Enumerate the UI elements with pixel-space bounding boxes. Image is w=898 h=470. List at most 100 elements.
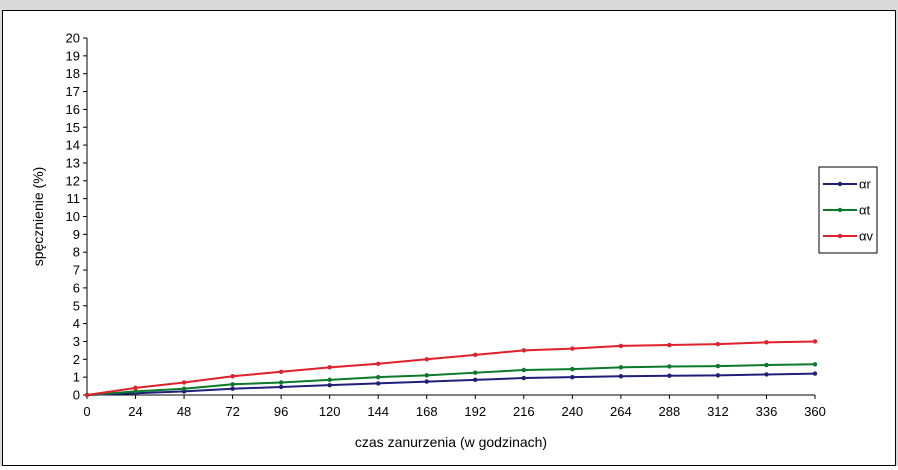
y-tick-label: 11 [67, 191, 81, 206]
x-tick-label: 48 [177, 404, 191, 419]
data-point [764, 362, 769, 368]
series-layer [84, 339, 818, 398]
data-point [278, 380, 284, 385]
legend-label: αt [859, 203, 871, 218]
data-point [133, 389, 138, 394]
data-point [715, 341, 721, 347]
data-point [667, 373, 672, 378]
data-point [667, 364, 672, 369]
data-point [181, 386, 187, 391]
data-point [521, 348, 526, 353]
legend-item: αr [823, 177, 872, 192]
data-point [473, 377, 478, 383]
data-point [181, 380, 187, 385]
y-tick-label: 0 [73, 388, 80, 403]
y-axis-title: spęcznienie (%) [30, 167, 46, 267]
data-point [570, 366, 575, 372]
y-tick-label: 17 [66, 84, 80, 99]
x-tick-label: 192 [464, 404, 486, 419]
data-point [570, 374, 575, 380]
y-tick-label: 18 [66, 66, 80, 81]
data-point [424, 379, 429, 384]
legend: αr αt αv [818, 166, 878, 254]
x-tick-label: 360 [804, 404, 826, 419]
y-tick-label: 4 [73, 316, 80, 331]
x-tick-label: 72 [225, 404, 239, 419]
x-tick-label: 336 [756, 404, 778, 419]
data-point [618, 374, 624, 379]
x-tick-label: 240 [561, 404, 583, 419]
data-point [473, 352, 478, 358]
data-point [84, 392, 90, 398]
y-tick-label: 8 [73, 245, 80, 260]
data-point [230, 374, 235, 379]
x-tick-label: 96 [274, 404, 288, 419]
data-point [521, 367, 526, 373]
y-tick-label: 12 [66, 173, 80, 188]
x-tick-label: 216 [513, 404, 535, 419]
series-line [86, 340, 816, 396]
data-point [327, 377, 332, 383]
x-tick-label: 120 [319, 404, 341, 419]
data-point [424, 357, 429, 362]
y-tick-label: 10 [66, 209, 80, 224]
legend-item: αt [823, 203, 871, 218]
data-point [764, 372, 769, 377]
x-tick-label: 168 [416, 404, 438, 419]
series-line [86, 372, 816, 396]
data-point [618, 365, 624, 370]
legend-marker [837, 181, 843, 187]
legend-marker [837, 233, 843, 239]
series-3 [84, 339, 818, 398]
x-tick-label: 0 [83, 404, 90, 419]
data-point [278, 369, 284, 374]
data-point [618, 343, 624, 349]
y-tick-label: 14 [66, 138, 80, 153]
data-point [230, 382, 235, 387]
data-point [812, 339, 818, 344]
data-point [521, 375, 526, 381]
data-point [278, 384, 284, 390]
series-line [86, 363, 816, 396]
series-1 [84, 371, 818, 398]
y-tick-label: 15 [66, 120, 80, 135]
y-tick-label: 6 [73, 280, 80, 295]
y-tick-label: 20 [66, 31, 80, 46]
y-tick-label: 5 [73, 298, 80, 313]
data-point [764, 340, 769, 345]
legend-label: αr [859, 177, 872, 192]
y-tick-label: 19 [66, 48, 80, 63]
data-point [812, 371, 818, 376]
data-point [230, 386, 235, 391]
y-tick-label: 1 [73, 370, 80, 385]
series-2 [84, 362, 818, 398]
data-point [715, 363, 721, 369]
x-axis-title: czas zanurzenia (w godzinach) [355, 434, 547, 450]
data-point [376, 374, 381, 380]
data-point [376, 381, 381, 386]
data-point [812, 362, 818, 367]
data-point [715, 373, 721, 378]
data-point [133, 385, 138, 391]
legend-marker [837, 207, 843, 213]
data-point [570, 346, 575, 351]
y-tick-label: 16 [66, 102, 80, 117]
legend-label: αv [859, 229, 874, 244]
y-tick-label: 13 [66, 155, 80, 170]
chart-area: 0 1 2 3 4 5 6 7 8 9 10 11 12 13 14 15 16 17 18 19 20 0 24 48 72 9… [2, 10, 896, 466]
data-point [424, 373, 429, 378]
data-point [473, 370, 478, 375]
x-tick-label: 288 [659, 404, 681, 419]
y-tick-label: 3 [73, 334, 80, 349]
data-point [327, 365, 332, 370]
x-tick-label: 144 [367, 404, 389, 419]
legend-item: αv [823, 229, 874, 244]
y-tick-label: 7 [73, 263, 80, 278]
data-point [327, 382, 332, 388]
y-tick-label: 9 [73, 227, 80, 242]
x-tick-label: 264 [610, 404, 632, 419]
x-tick-label: 312 [707, 404, 729, 419]
